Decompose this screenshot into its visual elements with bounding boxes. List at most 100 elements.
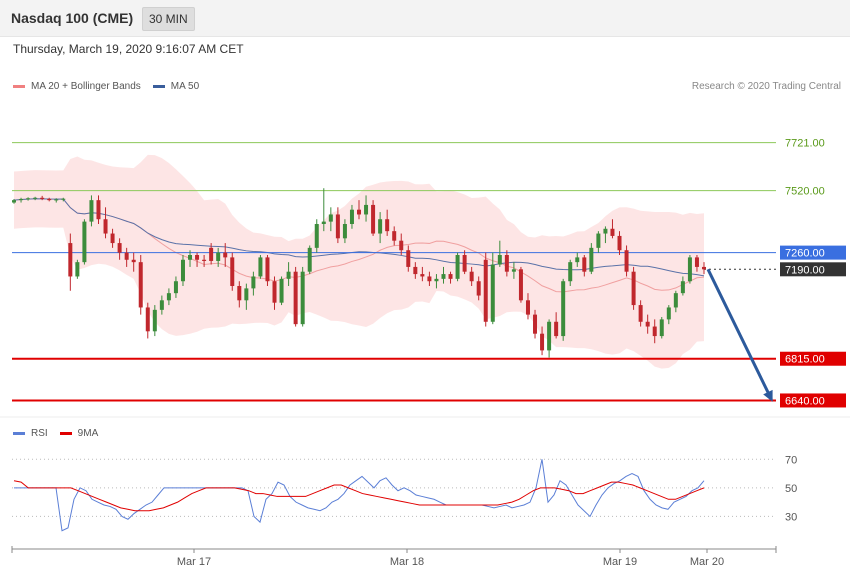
timeframe-button[interactable]: 30 MIN xyxy=(142,7,195,31)
candle-body xyxy=(89,200,94,222)
candle-body xyxy=(455,255,460,279)
bollinger-band-area xyxy=(14,154,704,369)
candle-body xyxy=(547,321,552,351)
candle-body xyxy=(420,274,425,277)
candle-body xyxy=(40,197,45,199)
candle-body xyxy=(483,259,488,322)
candle-body xyxy=(33,197,38,199)
chart-timestamp: Thursday, March 19, 2020 9:16:07 AM CET xyxy=(13,42,244,56)
candle-body xyxy=(110,233,115,244)
candle-body xyxy=(61,198,66,200)
candle-body xyxy=(413,266,418,275)
candle-body xyxy=(138,262,143,308)
candle-body xyxy=(19,198,24,201)
candle-body xyxy=(145,307,150,332)
legend-swatch-9ma xyxy=(59,432,72,435)
candle-body xyxy=(180,259,185,282)
level-6640-00-label: 6640.00 xyxy=(785,395,825,407)
level-7721-00-label: 7721.00 xyxy=(785,138,825,150)
level-7520-00-label: 7520.00 xyxy=(785,186,825,198)
level-6640-00-tag xyxy=(780,393,846,408)
candle-body xyxy=(427,276,432,282)
instrument-title: Nasdaq 100 (CME) xyxy=(11,10,134,26)
candle-body xyxy=(124,252,129,260)
time-tick-label: Mar 17 xyxy=(177,556,211,568)
projection-arrow-shaft xyxy=(706,268,772,398)
legend-item-bollinger: MA 20 + Bollinger Bands xyxy=(13,81,141,92)
candle-body xyxy=(26,198,31,200)
candle-body xyxy=(540,333,545,351)
candle-body xyxy=(371,204,376,234)
legend-swatch-ma50 xyxy=(152,85,165,88)
candle-body xyxy=(378,219,383,234)
candle-body xyxy=(159,300,164,310)
candle-body xyxy=(631,271,636,306)
candle-body xyxy=(314,224,319,248)
candle-body xyxy=(385,219,390,232)
rsi-line xyxy=(14,459,705,532)
candle-body xyxy=(645,321,650,327)
candle-body xyxy=(476,281,481,296)
candle-body xyxy=(687,257,692,282)
candle-body xyxy=(399,240,404,251)
time-axis: Mar 17 Mar 18 Mar 19 Mar 20 xyxy=(11,546,777,568)
candle-body xyxy=(504,255,509,272)
candle-body xyxy=(68,243,73,277)
candle-body xyxy=(392,231,397,241)
legend-label-ma50: MA 50 xyxy=(170,81,200,92)
candle-body xyxy=(589,247,594,272)
time-tick-label: Mar 18 xyxy=(390,556,424,568)
candle-body xyxy=(209,247,214,261)
level-7260-00-tag xyxy=(780,245,846,260)
legend-item-rsi: RSI xyxy=(13,428,48,439)
candle-body xyxy=(357,209,361,215)
candle-body xyxy=(596,233,601,248)
candle-body xyxy=(364,204,369,215)
candle-body xyxy=(638,305,643,322)
rsi-9ma-line xyxy=(13,480,705,512)
candle-body xyxy=(702,266,706,270)
candle-body xyxy=(223,252,228,258)
projection xyxy=(706,268,773,402)
candles xyxy=(12,188,706,358)
candle-body xyxy=(75,262,80,277)
candle-body xyxy=(469,271,474,282)
candle-body xyxy=(441,274,446,279)
legend-label-bollinger: MA 20 + Bollinger Bands xyxy=(31,81,141,92)
candle-body xyxy=(230,257,235,286)
candle-body xyxy=(237,286,242,301)
candle-body xyxy=(525,300,530,315)
candle-body xyxy=(152,309,157,332)
candle-body xyxy=(54,199,59,201)
projection-arrow-head xyxy=(763,389,773,402)
rsi-tick-70: 70 xyxy=(785,454,797,466)
candle-body xyxy=(680,281,685,294)
candle-body xyxy=(244,288,249,301)
candle-body xyxy=(448,274,453,279)
candle-body xyxy=(652,326,657,337)
candle-body xyxy=(624,250,629,272)
candle-body xyxy=(490,264,495,322)
candle-body xyxy=(103,219,108,234)
candle-body xyxy=(554,321,559,337)
candle-body xyxy=(166,293,171,301)
candle-body xyxy=(188,255,193,260)
rsi-panel: 70 50 30 xyxy=(12,454,797,532)
candle-body xyxy=(349,209,354,224)
ma50-line xyxy=(13,198,705,277)
legend-swatch-bollinger xyxy=(13,85,25,88)
candle-body xyxy=(131,259,136,263)
candle-body xyxy=(265,257,270,282)
candle-body xyxy=(575,257,580,263)
legend-item-ma50: MA 50 xyxy=(152,81,200,92)
candle-body xyxy=(497,255,502,265)
legend-item-9ma: 9MA xyxy=(59,428,98,439)
level-6815-00-tag xyxy=(780,351,846,366)
rsi-legend: RSI 9MA xyxy=(13,428,110,439)
candle-body xyxy=(342,224,347,239)
candle-body xyxy=(300,271,305,325)
candle-body xyxy=(533,314,538,334)
time-tick-label: Mar 20 xyxy=(690,556,724,568)
candle-body xyxy=(694,257,699,267)
candle-body xyxy=(610,228,615,236)
